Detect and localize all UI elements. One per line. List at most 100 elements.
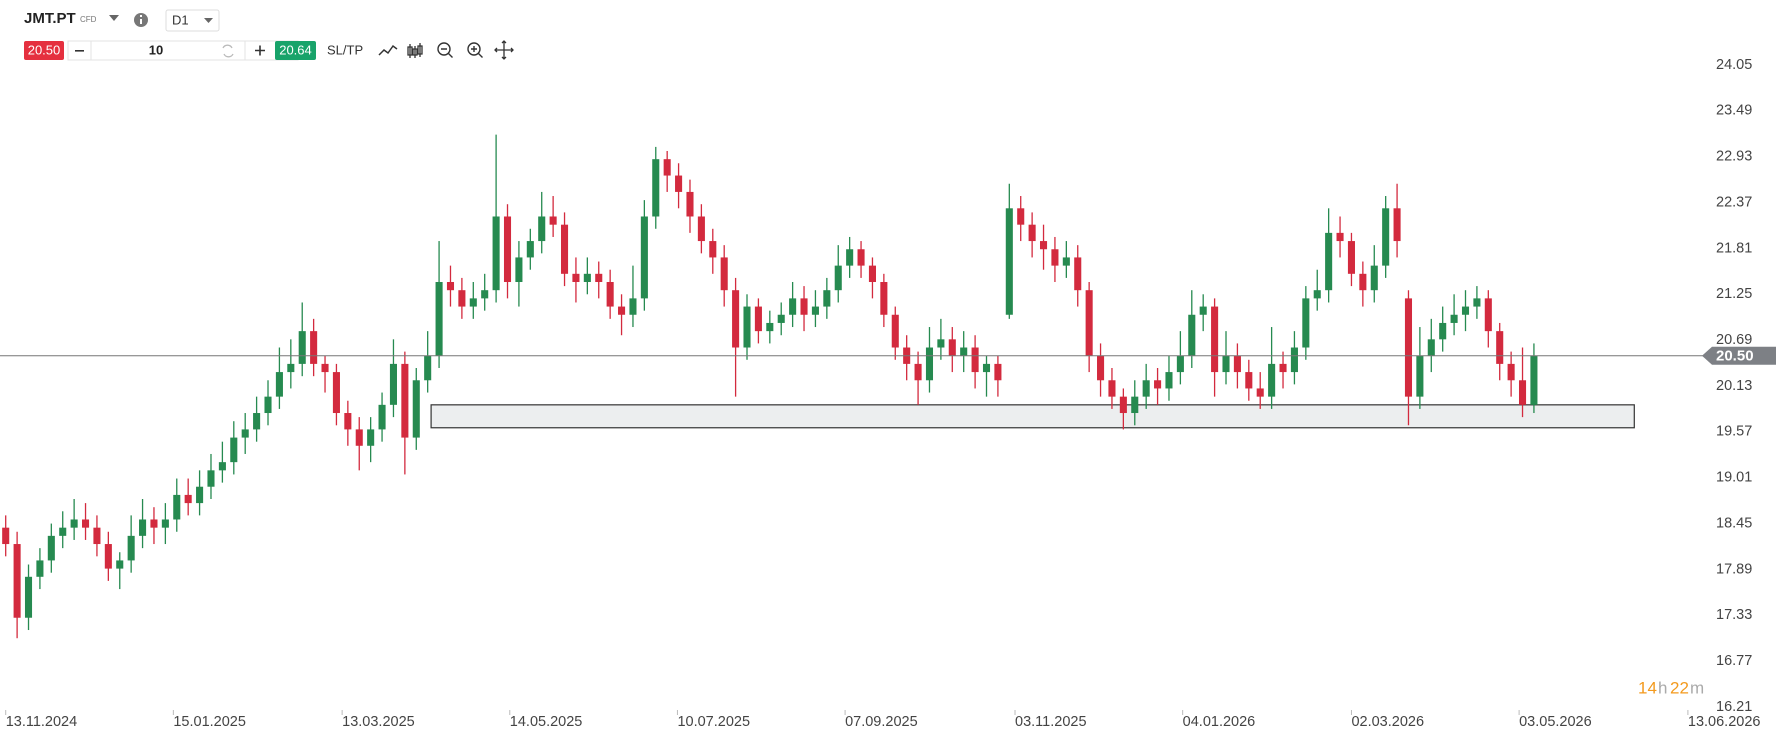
candle-body [720,257,728,291]
timeframe-select[interactable] [165,9,220,32]
candle-body [1165,372,1173,389]
candle-body [777,314,785,323]
candle-body [1211,306,1219,373]
candle-body [424,355,432,381]
timeframe: D1 [172,12,189,27]
pan-icon[interactable] [494,40,514,60]
candle-body [503,216,512,283]
candle-body [1074,257,1082,291]
candle-body [412,380,420,438]
candle-body [1199,306,1207,315]
y-tick-label: 24.05 [1716,57,1752,73]
candle-body [982,363,991,373]
candle-body [230,437,238,463]
candle-body [1256,388,1264,397]
candle-body [971,347,979,373]
x-tick-label: 13.06.2026 [1688,714,1761,730]
candle-body [1450,314,1458,323]
candle-body [1279,363,1287,373]
y-tick-label: 17.89 [1716,561,1752,577]
buy-price: 20.64 [279,42,312,57]
sell-price: 20.50 [28,42,61,57]
candle-body [823,290,831,307]
plot-area: 24.05 23.49 22.93 22.37 21.81 21.25 20.69 20.13… [0,57,1776,730]
candle-body [139,519,147,536]
candle-body [275,372,283,397]
candle-body [1496,331,1504,364]
candle-body [161,519,169,528]
x-tick-label: 10.07.2025 [677,714,750,730]
timer-hours: 14 [1638,678,1657,697]
candle-body [618,306,626,315]
candle-body [1119,396,1127,414]
reset-icon[interactable] [222,44,234,58]
candle-body [332,372,340,414]
quantity-input[interactable] [90,40,246,61]
plus-button[interactable] [255,45,265,56]
symbol-dropdown[interactable] [109,15,119,21]
candle-body [321,363,329,373]
y-tick-label: 17.33 [1716,607,1752,623]
y-tick-label: 16.21 [1716,699,1752,715]
candle-body [606,282,614,307]
candle-body [1518,380,1527,405]
sl-tp-button[interactable]: SL/TP [327,42,363,57]
candle-body [389,363,397,405]
candle-body [184,494,192,504]
candle-body [1176,355,1184,373]
last-price-tag [1702,346,1776,365]
x-tick-label: 02.03.2026 [1351,714,1424,730]
candle-body [686,191,694,217]
candle-body [629,298,637,315]
candle-chart-icon[interactable] [407,43,423,58]
candle-body [549,216,557,225]
info-icon-dot [140,15,142,17]
candle-body [526,241,534,258]
y-tick-label: 22.37 [1716,194,1752,210]
x-tick-label: 14.05.2025 [510,714,583,730]
timer-h: h [1658,678,1667,697]
candle-body [355,429,363,446]
candle-body [1290,347,1298,373]
x-tick-label: 03.05.2026 [1519,714,1592,730]
candle-body [1359,273,1367,291]
candle-body [264,396,272,414]
candle-body [1268,363,1276,397]
candle-body [81,519,90,528]
candle-body [754,306,762,332]
candle-body [1313,290,1321,299]
candle-body [24,576,33,618]
candle-body [344,413,352,430]
zoom-out-icon-detail [441,48,453,58]
sell-button[interactable] [24,41,64,60]
buy-button[interactable] [275,41,316,60]
candle-body [253,413,261,430]
candle-body [378,404,386,430]
candle-body [1336,232,1344,242]
candle-body [640,216,648,299]
candle-body [846,249,854,266]
y-tick-label: 18.45 [1716,515,1752,531]
zoom-in-icon[interactable] [467,42,481,56]
candle-body [70,519,78,528]
zoom-out-icon[interactable] [437,42,451,56]
support-zone [430,404,1635,429]
x-tick-label: 03.11.2025 [1015,714,1087,730]
candle-body [1039,241,1048,250]
line-chart-icon[interactable] [378,44,398,56]
candle-body [36,560,44,577]
instrument-type: CFD [80,15,97,24]
candle-body [811,306,819,315]
y-tick-label: 22.93 [1716,149,1752,165]
candle-body [435,282,443,356]
candle-body [173,494,181,520]
candle-body [127,535,135,561]
candle-body [994,363,1002,381]
candle-body [515,257,523,283]
minus-button[interactable] [75,50,84,52]
zoom-in-icon-detail [471,46,483,58]
candle-body [1005,208,1013,315]
candle-body [1439,322,1447,340]
candle-body [207,470,215,487]
